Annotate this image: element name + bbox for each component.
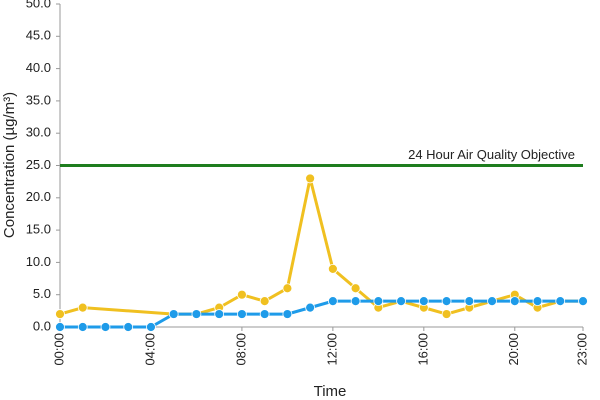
x-axis-title: Time	[314, 383, 347, 400]
data-point	[418, 296, 429, 307]
y-tick-label: 10.0	[26, 254, 51, 269]
data-point	[532, 296, 543, 307]
data-point	[578, 296, 588, 307]
data-point	[168, 309, 179, 319]
data-point	[191, 309, 202, 319]
x-tick-label: 23:00	[574, 333, 589, 366]
data-point	[123, 322, 134, 332]
data-point	[259, 296, 270, 307]
y-tick-label: 20.0	[26, 189, 51, 204]
data-point	[282, 309, 293, 319]
data-point	[509, 296, 520, 307]
y-tick-label: 30.0	[26, 125, 51, 140]
y-tick-label: 15.0	[26, 222, 51, 237]
data-point	[146, 322, 156, 332]
data-point	[305, 302, 316, 313]
x-tick-label: 16:00	[415, 333, 430, 366]
data-point	[77, 302, 88, 313]
data-point	[214, 309, 225, 319]
data-point	[373, 296, 384, 307]
data-point	[441, 296, 452, 307]
y-tick-label: 35.0	[26, 92, 51, 107]
data-point	[259, 309, 270, 319]
series-line	[60, 299, 583, 329]
series-line	[59, 178, 583, 316]
x-tick-label: 08:00	[233, 333, 248, 366]
y-tick-label: 25.0	[26, 157, 51, 172]
data-point	[555, 296, 566, 307]
data-point	[327, 263, 338, 274]
x-tick-label: 04:00	[142, 333, 157, 366]
data-point	[396, 296, 406, 307]
data-point	[282, 283, 293, 294]
data-point	[327, 296, 338, 307]
y-tick-label: 45.0	[26, 28, 51, 43]
x-tick-label: 00:00	[51, 333, 66, 366]
data-point	[441, 309, 452, 319]
data-point	[55, 322, 65, 332]
data-point	[350, 283, 361, 294]
data-point	[237, 309, 247, 319]
y-axis-title: Concentration (µg/m³)	[1, 92, 18, 238]
y-tick-label: 5.0	[33, 286, 51, 301]
reference-label: 24 Hour Air Quality Objective	[408, 147, 575, 162]
data-point	[55, 309, 65, 319]
y-tick-label: 50.0	[26, 0, 51, 10]
x-tick-label: 12:00	[324, 333, 339, 366]
data-point	[237, 289, 247, 300]
data-point	[77, 322, 88, 332]
y-tick-label: 40.0	[26, 60, 51, 75]
data-point	[487, 296, 497, 307]
data-point	[305, 173, 316, 184]
data-point	[464, 296, 475, 307]
data-point	[350, 296, 361, 307]
y-tick-label: 0.0	[33, 318, 51, 333]
x-tick-label: 20:00	[506, 333, 521, 366]
data-point	[100, 322, 111, 332]
